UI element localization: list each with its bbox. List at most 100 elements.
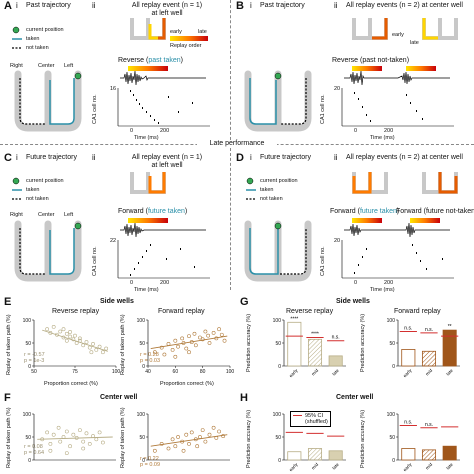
panel-d-legend-icons [246, 177, 256, 200]
scatter-point [68, 330, 72, 334]
y-tick-label: 100 [23, 318, 32, 324]
y-tick-label: 100 [387, 318, 396, 324]
panel-e-xlabel-right: Proportion correct (%) [160, 381, 214, 387]
scatter-point [58, 329, 63, 334]
panel-e-right-title: Forward replay [158, 308, 205, 315]
scatter-point [187, 350, 191, 355]
chart-h-left: 0 50 100 early mid late [273, 412, 346, 472]
scatter-point [200, 428, 205, 433]
panel-c-arm-right: Right [10, 212, 23, 218]
scatter-point [64, 338, 69, 343]
panel-e-ylabel-right: Replay of taken path (%) [120, 314, 126, 375]
y-tick-label: 50 [275, 435, 281, 441]
panel-a-mini-maze [130, 18, 166, 40]
panel-letter-b: B [236, 0, 244, 12]
bar [307, 338, 323, 367]
scatter-point [48, 448, 53, 453]
y-tick-label: 0 [278, 364, 281, 370]
scatter-point [195, 444, 200, 449]
scatter-point [100, 350, 105, 355]
x-tick-label: 60 [173, 369, 179, 375]
axes: 0 50 100 40 60 80 100 [137, 318, 235, 375]
bar [442, 445, 457, 461]
panel-a-title-ii: All replay event (n = 1) at left well [131, 2, 203, 17]
significance-label: ** [448, 324, 452, 330]
scatter-point [152, 350, 157, 355]
y-tick-label: 50 [25, 341, 31, 347]
scatter-point [217, 429, 221, 434]
panel-a-ii: ii [92, 1, 96, 10]
panel-f-section: Center well [100, 394, 138, 401]
panel-b-ii: ii [334, 1, 338, 10]
scatter-point [176, 344, 180, 349]
panel-a-ymax: 16 [110, 86, 117, 92]
panel-g-ylabel-right: Prediction accuracy (%) [360, 313, 366, 372]
scatter-point [152, 448, 157, 453]
panel-d-title-ii: All replay events (n = 2) at center well [346, 154, 463, 161]
panel-f-right-p: p = 0.09 [140, 462, 161, 468]
scatter-point [81, 446, 86, 451]
panel-b-xtick-0: 0 [354, 128, 358, 134]
panel-e-section: Side wells [100, 298, 134, 305]
current-position-marker [74, 72, 82, 80]
y-tick-label: 50 [389, 341, 395, 347]
panel-e-right-p: p = 0.03 [140, 358, 161, 364]
scatter-point [193, 343, 198, 348]
panel-c-title-i: Future trajectory [26, 154, 77, 161]
scatter-point [81, 439, 86, 444]
scatter-point [64, 429, 69, 434]
significance-label: n.s. [404, 420, 412, 426]
y-tick-label: 100 [137, 318, 146, 324]
scatter-point [94, 348, 99, 352]
panel-d-maze [244, 220, 312, 282]
scatter-point [91, 342, 95, 346]
scatter-point [104, 346, 109, 351]
panel-a-title-i: Past trajectory [26, 2, 71, 9]
panel-b-i: i [250, 1, 252, 10]
trend-line [150, 335, 228, 349]
scatter-point [81, 343, 86, 348]
panel-b-early: early [392, 32, 404, 38]
scatter-point [222, 338, 227, 343]
scatter-point [97, 344, 102, 349]
panel-b-ymax: 20 [334, 86, 341, 92]
panel-c-title-ii: All replay event (n = 1) at left well [131, 154, 203, 169]
scatter-point [176, 435, 180, 439]
scatter-point [184, 346, 189, 351]
chart-h-right: 0 50 100 n.s. early n.s. mid late [387, 412, 460, 472]
replay-order-colorbar [170, 36, 208, 41]
trend-line [150, 434, 228, 447]
panel-letter-d: D [236, 152, 244, 164]
scatter-point [97, 430, 102, 435]
scatter-point [203, 329, 208, 334]
scatter-point [221, 434, 226, 438]
panel-a-xtick-200: 200 [160, 128, 170, 134]
category-label: late [445, 368, 454, 377]
panel-d-xtick-200: 200 [384, 280, 394, 286]
panel-g-left-title: Reverse replay [286, 308, 334, 315]
panel-d-ylabel: CA1 cell no. [320, 246, 326, 276]
scatter-point [68, 444, 72, 449]
scatter-point [48, 442, 53, 446]
bar [401, 448, 416, 461]
panel-b-title-ii: All replay events (n = 2) at center well [346, 2, 463, 9]
panel-a-raster [117, 66, 210, 127]
y-tick-label: 100 [137, 412, 146, 418]
scatter-point [187, 334, 191, 339]
panel-c-xtick-0: 0 [130, 280, 134, 286]
category-label: early [402, 367, 413, 378]
significance-label: n.s. [425, 327, 433, 333]
scatter-point [94, 437, 99, 442]
panel-c-ylabel: CA1 cell no. [92, 246, 98, 276]
panel-e-ylabel: Replay of taken path (%) [6, 314, 12, 375]
current-position-icon [12, 26, 20, 34]
scatter-point [159, 345, 164, 350]
panel-b-ylabel: CA1 cell no. [320, 94, 326, 124]
scatter-point [100, 440, 105, 445]
bar [401, 349, 416, 367]
scatter-point [51, 324, 56, 329]
panel-b-mini-maze-1 [352, 18, 388, 40]
axes: 0 50 100 [137, 412, 230, 464]
